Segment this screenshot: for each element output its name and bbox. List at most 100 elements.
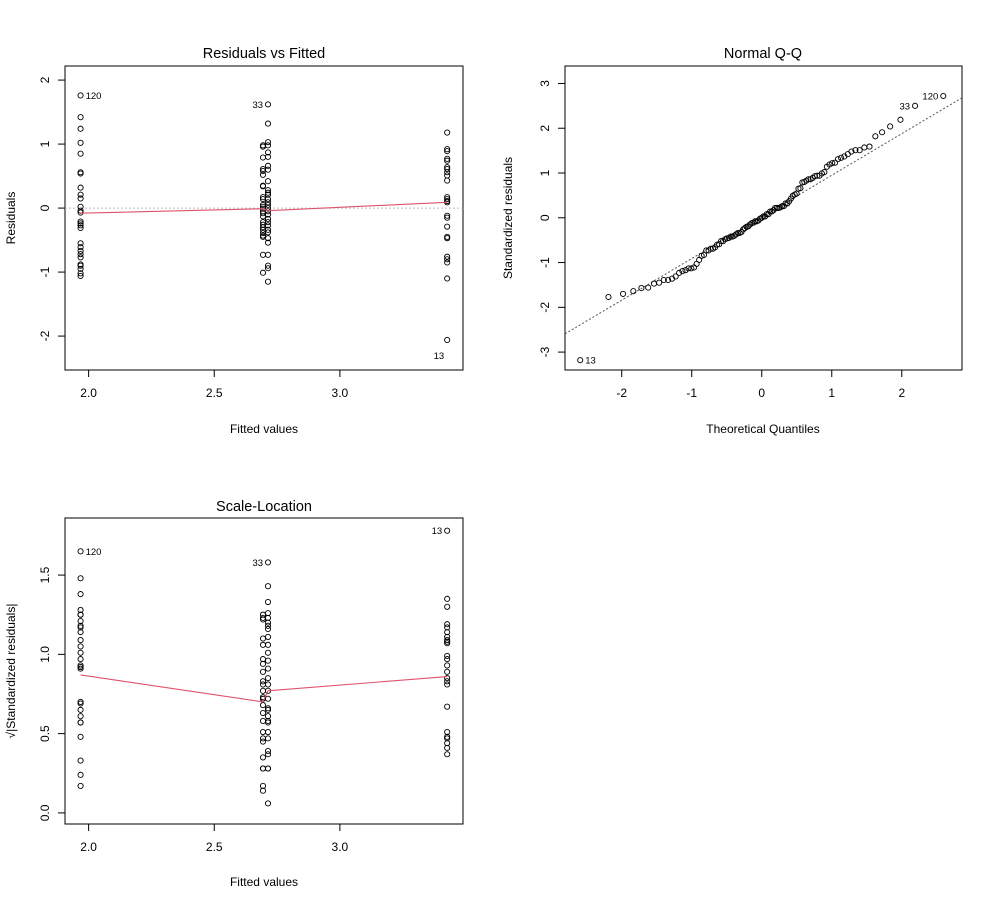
data-point (77, 270, 84, 277)
y-tick-label: 3 (538, 80, 552, 87)
data-point (77, 618, 84, 625)
data-point (676, 269, 683, 276)
outlier-label: 13 (434, 351, 445, 362)
data-point (264, 153, 272, 160)
outlier-label: 120 (922, 91, 938, 102)
data-point (259, 668, 267, 675)
data-point (77, 649, 84, 656)
data-point (264, 239, 272, 246)
data-point (444, 223, 451, 230)
data-point (77, 240, 84, 247)
data-point (77, 663, 84, 671)
data-point (259, 171, 267, 178)
data-point (77, 548, 84, 555)
data-point (444, 165, 451, 173)
data-point (259, 154, 267, 161)
y-tick-label: 1 (38, 140, 52, 147)
data-point (797, 185, 804, 192)
data-point (264, 598, 272, 606)
data-point (444, 652, 451, 659)
data-point (444, 733, 451, 740)
data-point (660, 276, 667, 284)
y-tick-label: -1 (538, 257, 552, 268)
data-point (866, 143, 873, 150)
data-point (77, 771, 84, 778)
data-point (77, 606, 84, 614)
data-point (77, 150, 84, 157)
data-point (264, 251, 272, 258)
y-tick-label: -2 (538, 302, 552, 313)
data-point (685, 265, 692, 272)
data-point (444, 740, 451, 747)
data-point (638, 285, 645, 292)
data-point (259, 765, 267, 772)
data-point (672, 273, 679, 280)
data-point (259, 194, 267, 201)
data-point (734, 229, 741, 237)
y-tick-label: -1 (38, 266, 52, 277)
data-point (259, 678, 267, 685)
data-point (264, 222, 272, 229)
data-point (856, 147, 863, 154)
data-point (264, 706, 272, 713)
data-point (444, 595, 451, 602)
y-axis-label: Standardized residuals (501, 157, 515, 279)
data-point (77, 125, 84, 132)
data-point (264, 278, 272, 285)
plot-frame (64, 517, 464, 825)
x-tick-label: 2.0 (80, 386, 97, 400)
data-point (77, 733, 84, 740)
data-point (77, 272, 84, 279)
smooth-line (80, 201, 448, 214)
y-tick-label: 0 (38, 204, 52, 211)
data-point (767, 208, 774, 215)
data-point (264, 622, 272, 629)
data-point (264, 201, 272, 208)
data-point (259, 183, 267, 190)
data-point (716, 241, 723, 248)
data-point (77, 656, 84, 663)
data-point (727, 233, 734, 240)
x-tick-label: 2.0 (80, 840, 97, 854)
data-point (444, 235, 451, 242)
y-tick-label: 1 (538, 169, 552, 176)
data-point (264, 583, 272, 590)
data-point (838, 154, 845, 161)
data-point (259, 787, 267, 794)
data-point (264, 149, 272, 156)
data-point (745, 223, 752, 230)
data-point (940, 92, 947, 100)
x-tick-label: -2 (616, 386, 627, 400)
data-point (77, 114, 84, 121)
y-tick-label: -2 (38, 330, 52, 341)
data-point (264, 265, 272, 272)
qq-reference-line (564, 97, 963, 335)
data-point (264, 162, 272, 169)
data-point (768, 208, 775, 215)
data-point (444, 603, 451, 610)
data-point (852, 147, 859, 154)
outlier-label: 13 (432, 526, 443, 537)
plot-area (65, 92, 463, 343)
data-point (264, 681, 272, 688)
data-point (264, 748, 272, 755)
data-point (656, 279, 663, 286)
data-point (829, 160, 836, 167)
data-point (259, 687, 267, 694)
data-point (259, 660, 267, 667)
data-point (444, 259, 451, 266)
data-point (444, 336, 451, 343)
data-point (264, 211, 272, 218)
data-point (259, 213, 267, 220)
x-tick-label: -1 (686, 386, 697, 400)
normal-qq-panel: Normal Q-Q Theoretical Quantiles Standar… (501, 46, 963, 436)
x-axis-label: Fitted values (230, 422, 298, 436)
data-point (264, 657, 272, 664)
data-point (264, 187, 272, 194)
y-tick-label: 0.0 (38, 804, 52, 821)
data-point (758, 214, 765, 221)
outlier-label: 33 (252, 100, 263, 111)
data-point (264, 675, 272, 682)
data-point (897, 116, 904, 123)
data-point (77, 637, 84, 644)
